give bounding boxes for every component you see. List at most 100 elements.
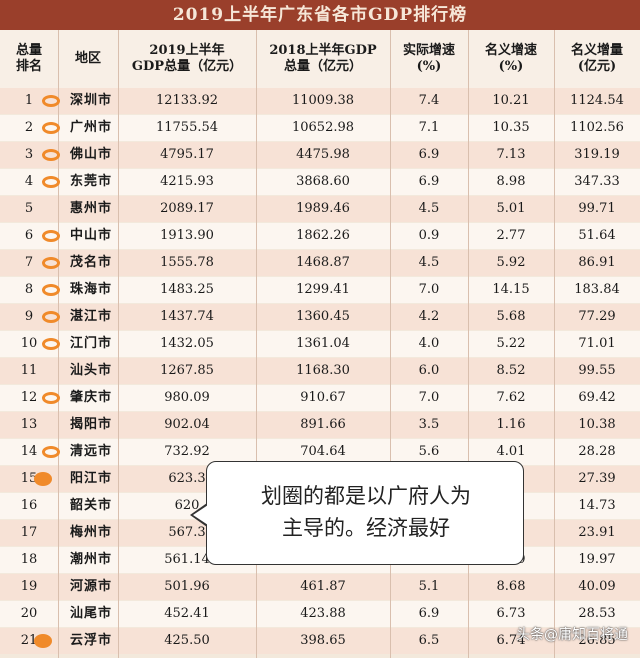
cell-region: 中山市 [69, 228, 112, 243]
orange-circle-mark [42, 149, 60, 161]
watermark: 头条@庸知百将通 [516, 627, 628, 643]
cell-gdp-2018h1: 1360.45 [296, 309, 350, 324]
cell-region: 汕尾市 [69, 606, 112, 621]
cell-nominal-growth: 5.92 [496, 255, 526, 270]
cell-nominal-increase: 27.39 [578, 471, 616, 486]
cell-real-growth: 5.1 [418, 579, 440, 594]
cell-nominal-growth: 8.98 [496, 174, 526, 189]
cell-nominal-increase: 77.29 [578, 309, 616, 324]
cell-region: 汕头市 [69, 363, 112, 378]
cell-nominal-increase: 23.91 [578, 525, 616, 540]
cell-real-growth: 7.0 [418, 282, 440, 297]
cell-rank: 8 [24, 282, 34, 297]
cell-nominal-growth: 8.52 [496, 363, 526, 378]
cell-region: 揭阳市 [69, 417, 112, 432]
cell-gdp-2019h1: 902.04 [164, 417, 210, 432]
cell-gdp-2019h1: 1432.05 [160, 336, 214, 351]
cell-nominal-increase: 40.09 [578, 579, 616, 594]
header-gdp-2018h1: 2018上半年GDP 总量（亿元） [269, 43, 377, 74]
cell-rank: 18 [20, 552, 38, 567]
cell-nominal-growth: 7.13 [496, 147, 526, 162]
cell-gdp-2018h1: 1361.04 [296, 336, 350, 351]
cell-rank: 10 [20, 336, 38, 351]
header-gdp-2019h1: 2019上半年 GDP总量（亿元） [131, 43, 243, 74]
cell-nominal-growth: 14.15 [492, 282, 530, 297]
cell-gdp-2018h1: 704.64 [300, 444, 346, 459]
cell-nominal-increase: 51.64 [578, 228, 616, 243]
table-row: 19 河源市 501.96 461.87 5.1 8.68 40.09 [0, 574, 640, 600]
cell-region: 云浮市 [69, 633, 112, 648]
table-row: 9 湛江市 1437.74 1360.45 4.2 5.68 77.29 [0, 304, 640, 330]
cell-gdp-2019h1: 1555.78 [160, 255, 214, 270]
cell-real-growth: 6.9 [418, 606, 440, 621]
cell-gdp-2018h1: 1989.46 [296, 201, 350, 216]
cell-region: 东莞市 [69, 174, 112, 189]
cell-rank: 6 [24, 228, 34, 243]
cell-region: 湛江市 [69, 309, 112, 324]
cell-gdp-2019h1: 623.3 [168, 471, 206, 486]
cell-gdp-2019h1: 980.09 [164, 390, 210, 405]
orange-filled-mark [34, 472, 52, 486]
cell-gdp-2019h1: 1437.74 [160, 309, 214, 324]
table-row: 10 江门市 1432.05 1361.04 4.0 5.22 71.01 [0, 331, 640, 357]
table-row: 4 东莞市 4215.93 3868.60 6.9 8.98 347.33 [0, 169, 640, 195]
cell-gdp-2018h1: 10652.98 [291, 120, 355, 135]
cell-real-growth: 4.5 [418, 255, 440, 270]
table-row: 14 清远市 732.92 704.64 5.6 4.01 28.28 [0, 439, 640, 465]
cell-gdp-2018h1: 423.88 [300, 606, 346, 621]
cell-gdp-2018h1: 910.67 [300, 390, 346, 405]
orange-circle-mark [42, 311, 60, 323]
table-row: 12 肇庆市 980.09 910.67 7.0 7.62 69.42 [0, 385, 640, 411]
table-row: 6 中山市 1913.90 1862.26 0.9 2.77 51.64 [0, 223, 640, 249]
cell-real-growth: 7.0 [418, 390, 440, 405]
orange-circle-mark [42, 230, 60, 242]
cell-rank: 9 [24, 309, 34, 324]
cell-gdp-2019h1: 12133.92 [155, 93, 219, 108]
cell-gdp-2018h1: 891.66 [300, 417, 346, 432]
table-title: 2019上半年广东省各市GDP排行榜 [0, 0, 640, 30]
orange-filled-mark [34, 634, 52, 648]
cell-nominal-increase: 1124.54 [570, 93, 624, 108]
cell-region: 佛山市 [69, 147, 112, 162]
cell-nominal-increase: 99.71 [578, 201, 616, 216]
orange-circle-mark [42, 338, 60, 350]
cell-nominal-growth: 8.68 [496, 579, 526, 594]
cell-gdp-2019h1: 4795.17 [160, 147, 214, 162]
cell-rank: 5 [24, 201, 34, 216]
cell-real-growth: 6.5 [418, 633, 440, 648]
cell-nominal-growth: 6.74 [496, 633, 526, 648]
orange-circle-mark [42, 122, 60, 134]
cell-gdp-2019h1: 425.50 [164, 633, 210, 648]
cell-gdp-2019h1: 732.92 [164, 444, 210, 459]
cell-real-growth: 0.9 [418, 228, 440, 243]
cell-nominal-growth: 2.77 [496, 228, 526, 243]
cell-gdp-2018h1: 11009.38 [291, 93, 355, 108]
cell-nominal-increase: 1102.56 [570, 120, 624, 135]
header-rank: 总量 排名 [15, 43, 42, 74]
cell-rank: 21 [20, 633, 38, 648]
cell-rank: 15 [20, 471, 38, 486]
cell-rank: 4 [24, 174, 34, 189]
table-row: 13 揭阳市 902.04 891.66 3.5 1.16 10.38 [0, 412, 640, 438]
cell-rank: 2 [24, 120, 34, 135]
cell-nominal-growth: 10.35 [492, 120, 530, 135]
cell-real-growth: 4.0 [418, 336, 440, 351]
cell-nominal-growth: 7.62 [496, 390, 526, 405]
cell-rank: 7 [24, 255, 34, 270]
bubble-text: 划圈的都是以广府人为 主导的。经济最好 [261, 484, 471, 540]
cell-gdp-2019h1: 1267.85 [160, 363, 214, 378]
cell-nominal-growth: 4.01 [496, 444, 526, 459]
cell-gdp-2019h1: 11755.54 [155, 120, 219, 135]
cell-region: 珠海市 [69, 282, 112, 297]
table-row: 21 云浮市 425.50 398.65 6.5 6.74 26.85 [0, 628, 640, 654]
cell-rank: 1 [24, 93, 34, 108]
header-nominal-increase: 名义增量 (亿元) [570, 43, 623, 74]
cell-gdp-2018h1: 1468.87 [296, 255, 350, 270]
cell-gdp-2018h1: 3868.60 [296, 174, 350, 189]
cell-region: 肇庆市 [69, 390, 112, 405]
cell-nominal-increase: 10.38 [578, 417, 616, 432]
table-header: 总量 排名 地区 2019上半年 GDP总量（亿元） 2018上半年GDP 总量… [0, 30, 640, 88]
cell-gdp-2019h1: 1913.90 [160, 228, 214, 243]
table-row: 8 珠海市 1483.25 1299.41 7.0 14.15 183.84 [0, 277, 640, 303]
table-row: 11 汕头市 1267.85 1168.30 6.0 8.52 99.55 [0, 358, 640, 384]
